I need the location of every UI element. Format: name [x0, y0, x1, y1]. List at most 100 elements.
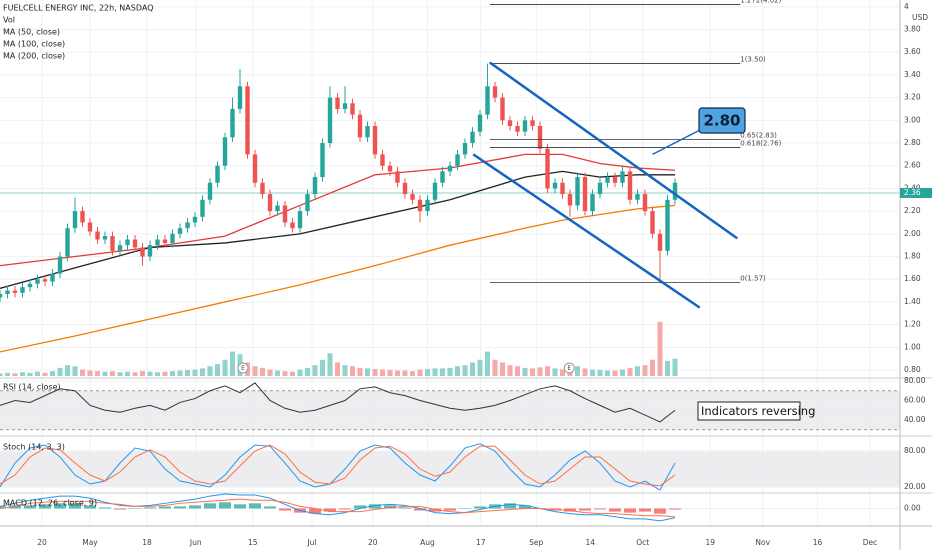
macd-histogram-bar	[0, 506, 6, 509]
candle-body	[125, 239, 130, 246]
volume-bar	[155, 372, 160, 376]
candle-body	[470, 131, 475, 144]
volume-bar	[110, 371, 115, 376]
x-tick-label: 18	[142, 538, 152, 547]
volume-bar	[72, 366, 78, 376]
moving-average	[0, 153, 676, 267]
volume-bar	[87, 370, 93, 376]
volume-bar	[5, 372, 10, 376]
candle-body	[462, 143, 468, 155]
x-tick-label: Nov	[755, 538, 770, 547]
plot: E E 1.272(4.02) 1(3.50) 0.65(2.83)0.618(2.76…	[0, 0, 900, 522]
indicator-line	[0, 444, 676, 487]
macd-histogram-bar	[339, 508, 351, 510]
candle-body	[252, 154, 258, 183]
volume-bar	[500, 362, 505, 376]
candle-body	[320, 143, 325, 178]
x-tick-label: May	[82, 538, 98, 547]
macd-histogram-bar	[624, 508, 636, 513]
y-tick-label: 1.80	[904, 252, 921, 261]
callout-arrow	[652, 129, 701, 156]
macd-histogram-bar	[594, 508, 606, 510]
candle-body	[200, 199, 205, 217]
volume-bar	[260, 367, 265, 376]
legend-entry: MA (200, close)	[3, 52, 65, 61]
macd-histogram-bar	[129, 508, 141, 509]
volume-bar	[432, 368, 438, 376]
candle-body	[170, 233, 175, 243]
candle-body	[627, 171, 633, 200]
y-tick-label: 3.80	[904, 25, 921, 34]
x-tick-label: 20	[37, 538, 47, 547]
candle-body	[230, 108, 235, 138]
y-tick-label: 1.60	[904, 274, 921, 283]
candle-body	[605, 177, 610, 183]
volume-bar	[605, 370, 610, 376]
y-tick-label: 3.40	[904, 70, 921, 79]
candle-body	[485, 86, 490, 115]
volume-bar	[530, 368, 535, 376]
macd-histogram-bar	[159, 506, 171, 509]
x-tick-label: 14	[585, 538, 595, 547]
y-tick-label: 80.00	[904, 446, 926, 455]
fib-label: 0.618(2.76)	[740, 140, 781, 148]
y-tick-label: 2.40	[904, 183, 921, 192]
moving-average	[0, 204, 676, 353]
indicator-title: MACD (12, 26, close, 9)	[3, 499, 97, 508]
volume-bar	[612, 370, 618, 376]
y-tick-label: 4	[904, 2, 909, 11]
trendline	[489, 61, 738, 240]
volume-bar	[492, 359, 498, 376]
candle-body	[395, 171, 400, 183]
macd-histogram-bar	[669, 508, 681, 510]
volume-bar	[125, 371, 130, 376]
volume-bar	[522, 367, 528, 376]
price-tag	[900, 187, 932, 198]
volume-bar	[132, 372, 138, 376]
volume-bar	[312, 365, 318, 376]
volume-bar	[80, 369, 85, 376]
candle-body	[650, 211, 655, 234]
volume-bar	[597, 370, 603, 376]
candle-body	[185, 222, 190, 229]
volume-bar	[275, 370, 280, 376]
candle-body	[207, 182, 213, 200]
volume-bar	[455, 366, 460, 376]
candle-body	[642, 194, 648, 212]
y-tick-label: 1.20	[904, 320, 921, 329]
candle-body	[5, 290, 10, 294]
volume-bar	[357, 367, 363, 376]
candle-body	[147, 245, 153, 257]
fib-label: 0.65(2.83)	[740, 132, 777, 140]
callout-box	[698, 107, 746, 134]
macd-histogram-bar	[204, 503, 216, 509]
x-tick-label: Jul	[306, 538, 316, 547]
y-tick-label: 20.00	[904, 482, 926, 491]
x-tick-label: 20	[368, 538, 378, 547]
volume-bar	[462, 365, 468, 376]
legend-entry: Vol	[3, 16, 15, 25]
x-tick-label: 15	[248, 538, 258, 547]
volume-bar	[327, 353, 333, 376]
macd-histogram-bar	[519, 505, 531, 509]
candle-body	[110, 236, 115, 251]
volume-bar	[335, 362, 340, 376]
volume-bar	[365, 368, 370, 376]
candle-body	[215, 165, 220, 183]
candle-body	[297, 211, 303, 229]
volume-bar	[380, 369, 385, 376]
moving-average	[0, 170, 675, 289]
volume-bar	[200, 368, 205, 376]
candle-body	[560, 182, 565, 195]
candle-body	[372, 126, 378, 155]
y-tick-label: 0.00	[904, 503, 921, 512]
macd-histogram-bar	[84, 505, 96, 509]
volume-bar	[117, 372, 123, 376]
candle-body	[530, 120, 535, 126]
candle-body	[380, 154, 385, 166]
candle-body	[275, 205, 280, 212]
volume-bar	[170, 371, 175, 376]
candle-body	[552, 182, 558, 189]
volume-bar	[582, 368, 588, 376]
y-tick-label: 2.80	[904, 138, 921, 147]
